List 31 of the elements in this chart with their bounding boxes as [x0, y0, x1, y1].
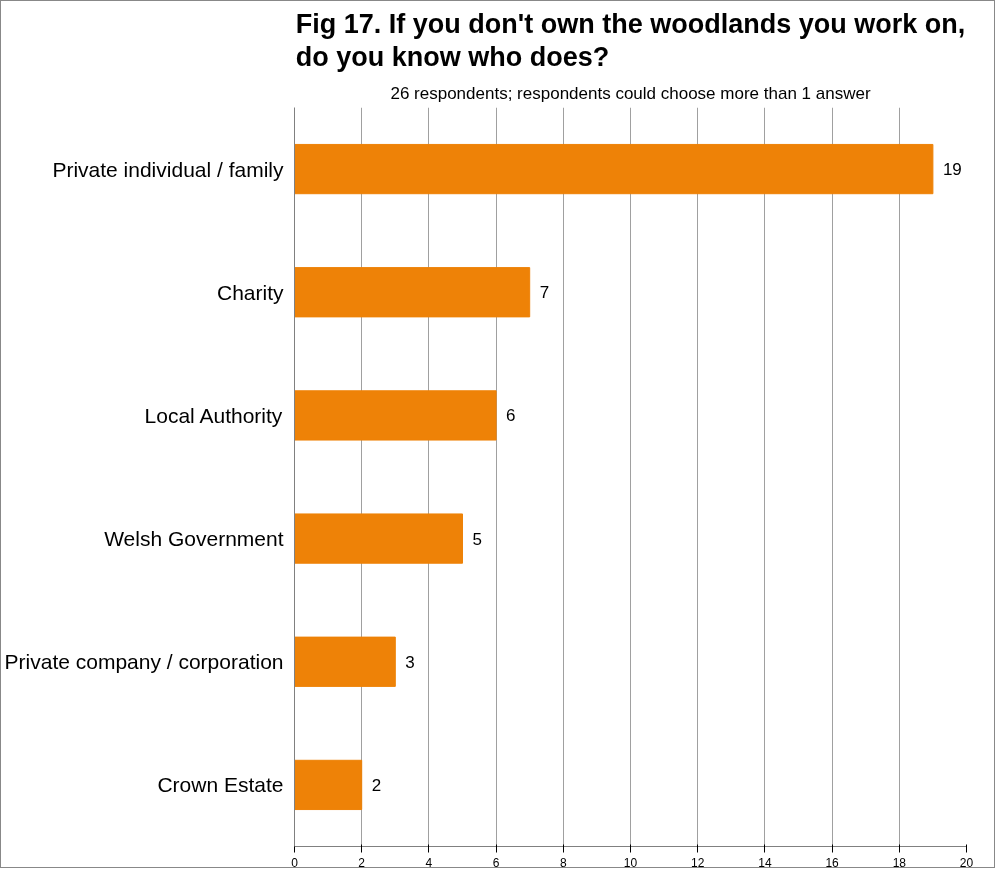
data-label: 19 [942, 160, 962, 180]
x-tick-label: 16 [825, 855, 840, 870]
bar [294, 513, 463, 564]
y-tick-label: Crown Estate [157, 773, 284, 797]
bar [294, 267, 531, 318]
bar [294, 390, 497, 441]
x-tick-label: 20 [959, 855, 974, 870]
bar [294, 143, 934, 195]
data-label: 5 [472, 529, 482, 549]
data-label: 6 [506, 406, 516, 426]
x-tick-label: 0 [291, 855, 299, 870]
x-tick-label: 6 [492, 855, 500, 870]
y-tick-label: Local Authority [144, 403, 283, 427]
x-tick-label: 18 [892, 855, 907, 870]
data-label: 3 [405, 652, 415, 672]
y-tick-label: Private company / corporation [4, 650, 284, 674]
y-tick-label: Private individual / family [52, 157, 284, 181]
chart-title: Fig 17. If you don't own the woodlands you work on, do you know who does? [295, 8, 966, 72]
x-tick-label: 10 [623, 855, 638, 870]
x-tick-label: 14 [758, 855, 772, 870]
x-tick-label: 12 [691, 855, 705, 870]
bar [294, 636, 396, 687]
x-tick-label: 8 [559, 855, 567, 870]
y-tick-label: Charity [216, 280, 284, 304]
y-tick-label: Welsh Government [104, 527, 284, 551]
data-label: 7 [539, 283, 550, 303]
chart-subtitle: 26 respondents; respondents could choose more than 1 answer [390, 83, 871, 103]
bar [294, 759, 363, 811]
x-tick-label: 2 [358, 855, 366, 870]
x-tick-label: 4 [425, 855, 433, 870]
data-label: 2 [371, 775, 382, 795]
